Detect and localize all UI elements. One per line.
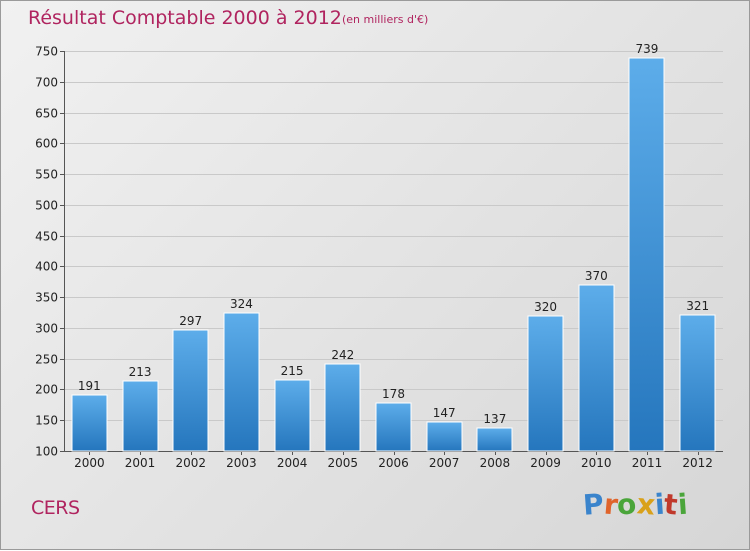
logo-letter: x [635,487,657,522]
x-tick-label-2010: 2010 [581,456,612,470]
bar-2000 [71,394,108,452]
data-label-2010: 370 [585,269,608,283]
bar-2009 [527,315,564,452]
data-label-2007: 147 [433,406,456,420]
data-label-2012: 321 [686,299,709,313]
x-tick-label-2009: 2009 [530,456,561,470]
data-label-2006: 178 [382,387,405,401]
x-tick-label-2005: 2005 [328,456,359,470]
bar-2004 [274,379,311,452]
x-tick-label-2011: 2011 [632,456,663,470]
x-tick-label-2001: 2001 [125,456,156,470]
y-tick-label: 500 [35,199,58,213]
x-tick-labels: 2000 2001 2002 2003 2004 2005 2006 2007 2008 2009… [74,456,713,470]
bar-2001 [122,380,159,452]
y-tick-label: 700 [35,76,58,90]
bar-2003 [223,312,260,452]
bar-2011 [628,57,665,452]
x-tick-label-2012: 2012 [682,456,713,470]
data-label-2011: 739 [636,42,659,56]
chart-subtitle: (en milliers d'€) [342,13,429,26]
bar-2002 [172,329,209,452]
logo-letter: P [581,487,605,522]
y-tick-label: 200 [35,383,58,397]
y-tick-label: 100 [35,445,58,459]
y-tick-label: 550 [35,168,58,182]
y-tick-label: 400 [35,260,58,274]
x-tick-label-2004: 2004 [277,456,308,470]
x-tick-label-2002: 2002 [175,456,206,470]
chart-title: Résultat Comptable 2000 à 2012 [28,7,342,29]
commune-name: CERS [31,497,80,519]
y-tick-label: 250 [35,353,58,367]
proxiti-logo: Proxiti [581,487,689,522]
data-label-2005: 242 [331,348,354,362]
data-labels: 191 213 297 324 215 242 178 147 137 320 370 739 321 [78,42,709,426]
y-tick-label: 750 [35,45,58,59]
data-label-2008: 137 [483,412,506,426]
y-tick-label: 600 [35,137,58,151]
x-tick-label-2003: 2003 [226,456,257,470]
data-label-2000: 191 [78,379,101,393]
bar-2005 [324,363,361,452]
x-tick-label-2008: 2008 [480,456,511,470]
bar-2010 [578,284,615,452]
y-tick-labels: 100 150 200 250 300 350 400 450 500 550 600 650 700 7… [35,45,58,459]
logo-letter: i [676,487,689,522]
data-label-2002: 297 [179,314,202,328]
y-tick-label: 450 [35,230,58,244]
bar-2008 [476,427,513,452]
data-label-2009: 320 [534,300,557,314]
data-label-2004: 215 [281,364,304,378]
bar-2012 [679,314,716,452]
data-label-2001: 213 [129,365,152,379]
data-label-2003: 324 [230,297,253,311]
bar-2006 [375,402,412,452]
y-tick-label: 650 [35,107,58,121]
x-tick-label-2000: 2000 [74,456,105,470]
y-tick-label: 300 [35,322,58,336]
x-tick-label-2006: 2006 [378,456,409,470]
bar-2007 [426,421,463,452]
x-tick-label-2007: 2007 [429,456,460,470]
y-tick-label: 150 [35,414,58,428]
bars [71,57,716,452]
y-tick-label: 350 [35,291,58,305]
logo-letter: o [616,487,638,522]
